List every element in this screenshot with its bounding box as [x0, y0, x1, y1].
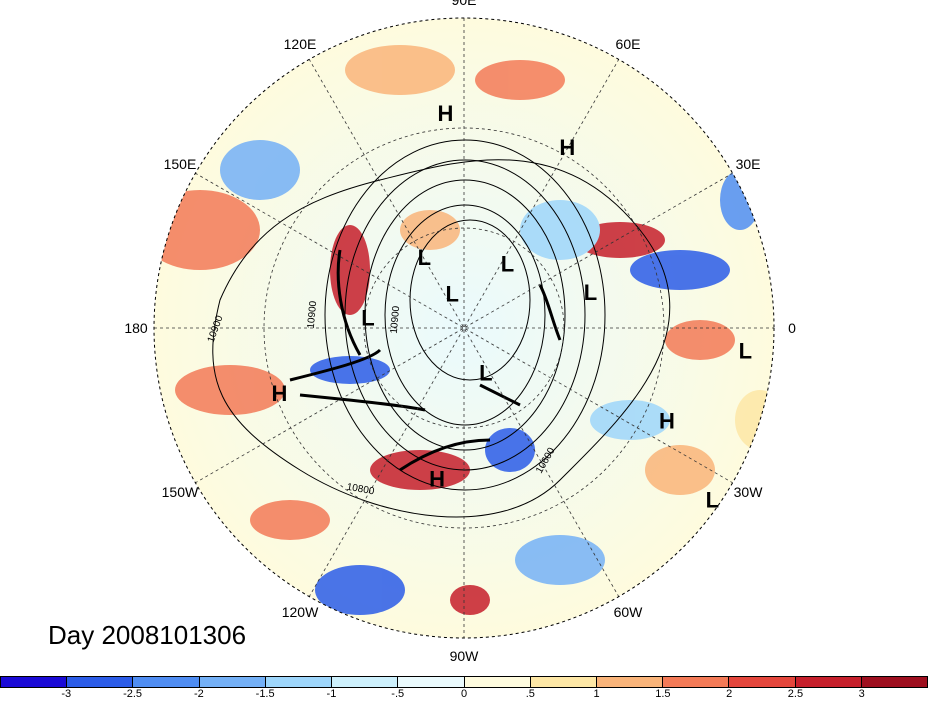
longitude-label: 90E — [451, 0, 477, 8]
color-bar-tick-label: 1 — [593, 688, 600, 700]
color-bar-tick-label: 1.5 — [655, 688, 671, 700]
low-pressure-marker: L — [445, 281, 458, 306]
longitude-label: 0 — [788, 320, 796, 336]
color-bar-tick-label: -1 — [326, 688, 337, 700]
longitude-label: 60E — [615, 35, 641, 52]
low-pressure-marker: L — [361, 305, 374, 330]
contour-label: 10800 — [346, 482, 376, 498]
color-bar-tick-label: .5 — [525, 688, 535, 700]
color-bar-cell — [199, 677, 266, 687]
longitude-label: 30E — [735, 156, 761, 172]
low-pressure-marker: L — [418, 245, 431, 270]
low-pressure-marker: L — [706, 488, 719, 513]
color-bar-tick-label: 3 — [858, 688, 865, 700]
color-bar-cell — [596, 677, 664, 687]
low-pressure-marker: L — [584, 280, 597, 305]
color-bar-tick-label: 2.5 — [787, 688, 804, 700]
high-pressure-marker: H — [559, 135, 575, 160]
color-bar-tick-label: -.5 — [391, 688, 405, 700]
color-bar-tick-label: 2 — [726, 688, 733, 700]
color-bar-tick-label: -2 — [193, 688, 204, 700]
color-bar-tick-label: -3 — [61, 688, 72, 700]
contour-label: 10900 — [306, 300, 319, 329]
color-bar-cell — [265, 677, 333, 687]
color-bar-cell — [795, 677, 862, 687]
low-pressure-marker: L — [501, 252, 514, 277]
high-pressure-marker: H — [437, 101, 453, 126]
high-pressure-marker: H — [272, 381, 288, 406]
color-bar-tick-label: -2.5 — [123, 688, 143, 700]
high-pressure-marker: H — [429, 466, 445, 491]
longitude-label: 180 — [124, 320, 148, 336]
longitude-label: 60W — [613, 604, 643, 621]
longitude-label: 90W — [449, 648, 479, 664]
color-bar — [0, 676, 928, 688]
color-bar-cell — [1, 677, 68, 687]
color-bar-cell — [332, 677, 399, 687]
high-pressure-marker: H — [659, 408, 675, 433]
longitude-label: 150W — [161, 484, 199, 500]
longitude-label: 30W — [733, 484, 763, 500]
anomaly-field — [154, 18, 774, 638]
color-bar-cell — [133, 677, 200, 687]
color-bar-tick-label: -1.5 — [255, 688, 275, 700]
color-bar-cell — [729, 677, 796, 687]
color-bar-cell — [464, 677, 531, 687]
color-bar-cell — [861, 677, 928, 687]
map-title: Day 2008101306 — [48, 620, 247, 650]
color-bar-cell — [530, 677, 597, 687]
longitude-label: 120W — [281, 604, 319, 621]
color-bar-cell — [398, 677, 465, 687]
low-pressure-marker: L — [479, 361, 492, 386]
color-bar-cell — [67, 677, 134, 687]
longitude-label: 150E — [163, 156, 197, 172]
color-bar-tick-label: 0 — [460, 688, 468, 700]
color-bar-ticks: -3 -2.5 -2 -1.5 -1 -.5 0 .5 1 1.5 2 2.5 3 — [0, 688, 928, 702]
low-pressure-marker: L — [739, 338, 752, 363]
color-bar-cell — [663, 677, 730, 687]
longitude-label: 120E — [283, 35, 317, 52]
contour-label: 10900 — [389, 305, 402, 334]
